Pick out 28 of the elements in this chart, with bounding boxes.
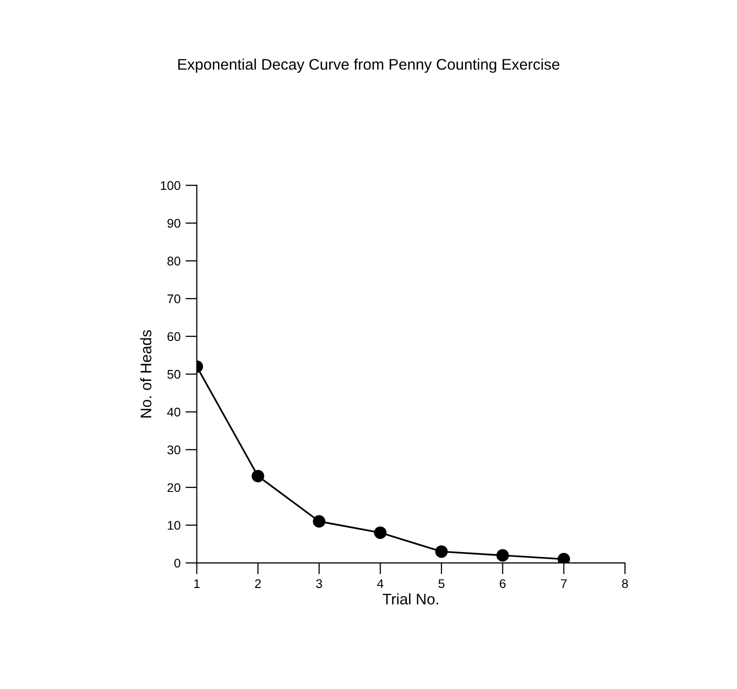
y-tick-label: 30	[167, 445, 180, 454]
point	[252, 470, 264, 482]
x-tick-label: 8	[622, 579, 628, 588]
y-tick-label: 20	[168, 483, 180, 492]
y-tick-label: 60	[168, 332, 180, 342]
point	[435, 545, 448, 558]
y-axis-title: No. of Heads	[140, 330, 152, 418]
y-tick-label: 50	[167, 370, 180, 379]
x-tick-label: 3	[316, 579, 322, 588]
y-tick-label: 40	[167, 408, 180, 417]
x-tick-label: 6	[500, 579, 506, 588]
x-tick-label: 4	[377, 579, 384, 588]
chart-title: Exponential Decay Curve from Penny Counting Exercise	[178, 58, 560, 73]
point	[312, 515, 326, 528]
y-tick-label: 100	[160, 181, 180, 190]
x-tick-label: 7	[560, 579, 567, 588]
y-tick-label: 10	[168, 520, 180, 530]
x-tick-label: 2	[255, 579, 261, 588]
y-tick-label: 90	[167, 218, 180, 228]
x-tick-label: 5	[438, 579, 444, 588]
x-tick-label: 1	[194, 579, 200, 588]
point	[558, 552, 570, 563]
x-axis-title: Trial No.	[382, 593, 438, 605]
y-tick-label: 70	[168, 294, 180, 304]
y-tick-label: 0	[174, 558, 180, 568]
point	[374, 526, 387, 539]
point	[496, 549, 509, 562]
y-tick-label: 80	[167, 256, 180, 266]
